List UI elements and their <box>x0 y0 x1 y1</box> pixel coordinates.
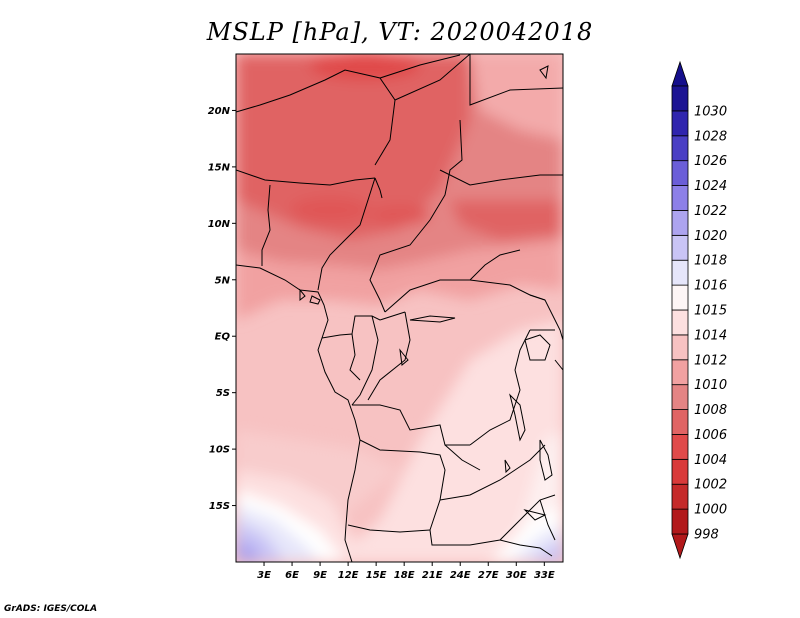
colorbar-swatch <box>671 284 689 311</box>
lon-tick-label: 6E <box>285 570 299 581</box>
colorbar-label: 1018 <box>694 254 727 269</box>
colorbar-label: 1015 <box>694 304 727 319</box>
colorbar-label: 1026 <box>694 154 727 169</box>
colorbar-swatch <box>671 359 689 386</box>
colorbar-label: 1028 <box>694 129 727 144</box>
lat-tick-label: EQ <box>215 332 231 343</box>
colorbar-swatch <box>671 210 689 236</box>
lon-tick-label: 30E <box>506 570 527 581</box>
lon-tick-label: 21E <box>422 570 443 581</box>
colorbar-label: 1008 <box>694 403 727 418</box>
colorbar-label: 1012 <box>694 353 727 368</box>
colorbar-swatch <box>671 384 689 410</box>
colorbar-label: 998 <box>694 528 719 543</box>
colorbar-label: 1014 <box>694 328 727 343</box>
colorbar-bottom-arrow <box>671 533 689 560</box>
colorbar-swatch <box>671 309 689 336</box>
lon-tick-label: 18E <box>394 570 415 581</box>
country-boundaries <box>236 54 563 562</box>
pressure-field <box>236 54 563 562</box>
colorbar: 998 1000 1002 1004 1006 1008 1010 1012 1014 1015 1… <box>671 60 727 560</box>
lat-tick-label: 20N <box>208 106 231 117</box>
colorbar-label: 1024 <box>694 179 727 194</box>
colorbar-swatch <box>671 259 689 286</box>
lon-tick-label: 27E <box>478 570 499 581</box>
colorbar-label: 1002 <box>694 478 727 493</box>
colorbar-swatch <box>671 409 689 435</box>
lat-tick-label: 10N <box>208 219 231 230</box>
colorbar-swatch <box>671 508 689 535</box>
lon-tick-label: 15E <box>366 570 387 581</box>
lat-tick-label: 15S <box>209 501 230 512</box>
colorbar-swatch <box>671 85 689 112</box>
colorbar-swatch <box>671 234 689 261</box>
colorbar-label: 1000 <box>694 503 727 518</box>
lat-tick-label: 5S <box>216 388 230 399</box>
lon-tick-label: 9E <box>313 570 327 581</box>
colorbar-swatch <box>671 110 689 137</box>
colorbar-label: 1022 <box>694 204 727 219</box>
lon-tick-label: 33E <box>534 570 555 581</box>
colorbar-swatch <box>671 458 689 485</box>
colorbar-label: 1006 <box>694 428 727 443</box>
lon-tick-label: 12E <box>338 570 359 581</box>
lat-tick-label: 15N <box>208 162 231 173</box>
colorbar-swatch <box>671 483 689 510</box>
latitude-axis: 20N 15N 10N 5N EQ 5S 10S 15S <box>208 106 236 512</box>
colorbar-swatch <box>671 135 689 162</box>
longitude-axis: 3E 6E 9E 12E 15E 18E 21E 24E 27E 30E 33E <box>257 562 555 581</box>
colorbar-swatch <box>671 434 689 460</box>
colorbar-label: 1030 <box>694 104 727 119</box>
colorbar-swatch <box>671 334 689 361</box>
lat-tick-label: 10S <box>209 445 230 456</box>
lat-tick-label: 5N <box>215 275 231 286</box>
colorbar-label: 1010 <box>694 378 727 393</box>
colorbar-swatch <box>671 185 689 211</box>
colorbar-label: 1004 <box>694 453 727 468</box>
map-title: MSLP [hPa], VT: 2020042018 <box>206 18 594 46</box>
colorbar-top-arrow <box>671 60 689 87</box>
credit-text: GrADS: IGES/COLA <box>4 604 98 614</box>
map-frame <box>235 53 564 563</box>
lon-tick-label: 3E <box>257 570 271 581</box>
colorbar-label: 1020 <box>694 229 727 244</box>
colorbar-swatch <box>671 160 689 186</box>
colorbar-label: 1016 <box>694 279 727 294</box>
lon-tick-label: 24E <box>450 570 471 581</box>
